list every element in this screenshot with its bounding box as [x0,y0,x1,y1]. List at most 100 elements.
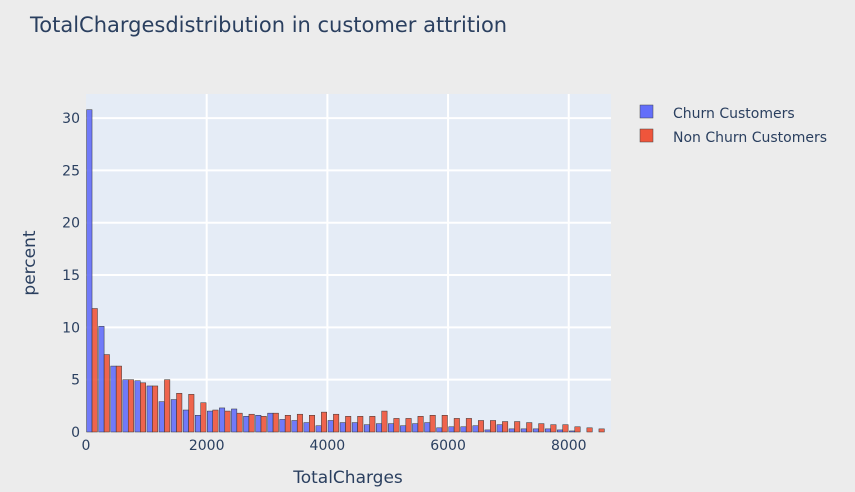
bar-non-churn[interactable] [152,385,159,433]
bar-non-churn[interactable] [453,418,460,433]
bar-churn[interactable] [110,365,117,433]
bar-churn[interactable] [351,422,358,433]
bar-non-churn[interactable] [490,420,496,433]
bar-churn[interactable] [532,428,539,433]
bar-non-churn[interactable] [526,422,533,433]
bar-non-churn[interactable] [502,421,509,433]
bar-churn[interactable] [279,419,286,433]
y-tick-label: 15 [62,268,80,284]
bar-churn[interactable] [267,412,274,433]
bar-churn[interactable] [158,401,165,433]
bar-churn[interactable] [520,428,527,433]
legend-label-non-churn: Non Churn Customers [673,130,827,146]
bar-non-churn[interactable] [296,413,303,433]
bar-churn[interactable] [98,326,105,433]
bar-churn[interactable] [122,379,129,433]
bar-churn[interactable] [219,407,226,433]
y-gridlines [86,117,611,381]
bar-churn[interactable] [448,426,455,433]
x-gridlines [205,94,570,432]
y-tick-label: 0 [71,425,80,441]
bar-churn[interactable] [424,422,431,433]
bar-non-churn[interactable] [550,424,557,433]
bar-non-churn[interactable] [405,418,412,433]
bar-non-churn[interactable] [164,379,171,433]
bar-non-churn[interactable] [140,382,146,433]
bar-churn[interactable] [460,426,467,433]
bar-non-churn[interactable] [176,393,183,433]
bar-non-churn[interactable] [200,402,207,433]
bar-churn[interactable] [376,423,382,433]
bar-churn[interactable] [231,408,238,433]
bar-churn[interactable] [146,385,153,433]
bar-non-churn[interactable] [224,410,231,433]
bar-non-churn[interactable] [91,308,98,433]
bar-churn[interactable] [436,427,443,433]
bar-churn[interactable] [207,410,213,433]
bar-non-churn[interactable] [514,421,521,433]
bar-churn[interactable] [412,423,419,433]
bar-churn[interactable] [194,415,201,433]
bar-non-churn[interactable] [115,365,122,433]
bar-non-churn[interactable] [477,420,484,433]
bar-non-churn[interactable] [188,394,195,433]
bar-churn[interactable] [400,425,407,433]
y-tick-label: 30 [62,111,80,127]
bar-non-churn[interactable] [465,418,472,433]
legend-item-non-churn[interactable]: Non Churn Customers [639,128,827,146]
bar-churn[interactable] [363,424,370,433]
bar-non-churn[interactable] [333,413,340,433]
bar-non-churn[interactable] [381,410,388,433]
x-tick-labels: 0 2000 4000 6000 8000 [82,438,587,454]
bar-churn[interactable] [339,422,346,433]
bar-non-churn[interactable] [429,415,436,433]
bar-non-churn[interactable] [574,426,581,433]
bar-non-churn[interactable] [248,413,255,433]
bar-churn[interactable] [291,420,298,433]
bar-churn[interactable] [243,416,250,433]
bar-churn[interactable] [134,380,141,433]
bar-churn[interactable] [388,423,395,433]
bar-churn[interactable] [327,420,334,433]
bar-non-churn[interactable] [441,415,448,433]
bar-non-churn[interactable] [393,418,400,433]
bar-churn[interactable] [472,425,479,433]
bar-churn[interactable] [255,415,262,433]
bar-non-churn[interactable] [538,423,545,433]
bar-non-churn[interactable] [103,354,110,433]
bar-non-churn[interactable] [417,416,424,433]
x-tick-label: 4000 [310,438,346,454]
bar-non-churn[interactable] [562,424,569,433]
x-tick-label: 0 [82,438,91,454]
bar-non-churn[interactable] [321,411,328,433]
bar-churn[interactable] [496,424,503,433]
bar-churn[interactable] [508,428,515,433]
bar-churn[interactable] [170,399,177,433]
x-tick-label: 6000 [430,438,466,454]
bar-churn[interactable] [182,409,189,433]
bar-churn[interactable] [484,429,491,433]
bar-churn[interactable] [557,429,563,433]
bar-non-churn[interactable] [127,379,134,433]
bar-churn[interactable] [86,109,93,433]
bar-non-churn[interactable] [260,416,267,433]
bar-non-churn[interactable] [357,416,364,433]
bar-non-churn[interactable] [586,427,593,433]
bar-non-churn[interactable] [272,412,279,433]
x-tick-label: 2000 [189,438,225,454]
bar-churn[interactable] [544,428,551,433]
legend[interactable]: Churn Customers Non Churn Customers [639,104,827,146]
legend-item-churn[interactable]: Churn Customers [639,104,795,122]
bar-churn[interactable] [569,430,576,433]
bar-churn[interactable] [315,425,322,433]
bar-non-churn[interactable] [236,412,243,433]
bar-non-churn[interactable] [598,428,605,433]
bar-non-churn[interactable] [345,416,352,433]
bar-non-churn[interactable] [369,416,376,433]
bar-non-churn[interactable] [212,409,219,433]
y-tick-label: 25 [62,163,80,179]
bar-non-churn[interactable] [309,415,315,433]
y-tick-label: 5 [71,373,80,389]
bar-churn[interactable] [303,422,310,433]
bar-non-churn[interactable] [284,415,291,433]
